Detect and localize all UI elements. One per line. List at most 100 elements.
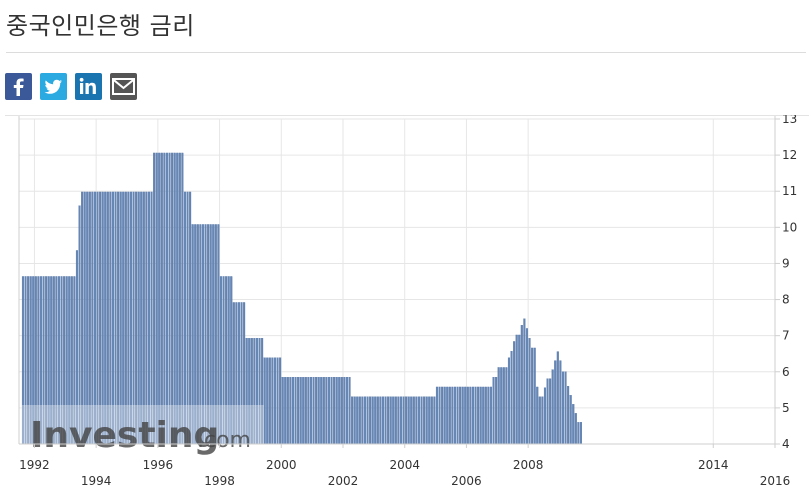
rate-bar (155, 152, 158, 445)
watermark-suffix: .com (197, 428, 251, 453)
x-tick-label: 2004 (389, 458, 420, 472)
rate-bar (569, 395, 572, 445)
rate-bar (327, 377, 331, 445)
y-tick-label: 13 (782, 115, 797, 126)
rate-bar (266, 357, 269, 445)
rate-bar (551, 369, 554, 445)
rate-bar (433, 396, 436, 445)
rate-bar (353, 396, 356, 445)
rate-bar (343, 377, 346, 445)
rate-bar (330, 377, 333, 445)
rate-bar (425, 396, 428, 445)
y-axis-ticks: 4 5 6 7 8 9 10 11 12 13 (775, 115, 797, 451)
chart-grid (19, 118, 776, 445)
rate-bar (430, 396, 433, 445)
rate-bar (286, 377, 289, 445)
rate-bar (461, 386, 464, 445)
rate-bar (309, 377, 313, 445)
linkedin-icon[interactable] (75, 73, 102, 100)
chart-bars (21, 152, 583, 445)
y-tick-label: 6 (782, 365, 790, 379)
rate-bar (410, 396, 413, 445)
y-tick-label: 7 (782, 329, 790, 343)
rate-bar (299, 377, 302, 445)
rate-bar (276, 357, 279, 445)
rate-bar (492, 377, 495, 445)
chart-axes (5, 115, 809, 445)
rate-bar (273, 357, 277, 445)
rate-bar (507, 357, 511, 445)
rate-bar (541, 396, 544, 445)
rate-bar (520, 325, 523, 445)
twitter-icon[interactable] (40, 73, 67, 100)
rate-bar (469, 386, 472, 445)
rate-bar (579, 422, 583, 445)
x-tick-label: 2014 (698, 458, 729, 472)
rate-bar (381, 396, 385, 445)
rate-bar (574, 413, 577, 445)
rate-bar (361, 396, 364, 445)
rate-bar (153, 152, 156, 445)
rate-bar (397, 396, 400, 445)
y-tick-label: 12 (782, 148, 797, 162)
rate-bar (374, 396, 377, 445)
title-divider (6, 52, 806, 53)
y-tick-label: 5 (782, 401, 790, 415)
rate-bar (556, 351, 559, 445)
rate-bar (482, 386, 485, 445)
rate-bar (459, 386, 462, 445)
rate-bar (456, 386, 459, 445)
x-tick-label: 2006 (451, 474, 482, 488)
rate-bar (163, 152, 166, 445)
rate-bar (297, 377, 300, 445)
rate-bar (479, 386, 482, 445)
rate-bar (446, 386, 449, 445)
rate-bar (376, 396, 379, 445)
rate-bar (474, 386, 477, 445)
rate-bar (302, 377, 305, 445)
x-tick-label: 1992 (19, 458, 50, 472)
rate-chart: Investing .com 4 5 6 7 8 9 10 11 12 13 1992 1996 20… (5, 115, 809, 488)
rate-bar (322, 377, 325, 445)
rate-bar (489, 386, 493, 445)
x-tick-label: 1998 (204, 474, 235, 488)
rate-bar (423, 396, 426, 445)
rate-bar (168, 152, 171, 445)
rate-bar (176, 152, 179, 445)
rate-bar (351, 396, 354, 445)
rate-bar (284, 377, 287, 445)
rate-bar (543, 387, 547, 445)
rate-bar (387, 396, 390, 445)
email-icon[interactable] (110, 73, 137, 100)
rate-bar (567, 386, 570, 445)
rate-bar (371, 396, 374, 445)
rate-bar (549, 378, 552, 445)
rate-bar (291, 377, 295, 445)
rate-bar (518, 334, 521, 445)
rate-bar (338, 377, 341, 445)
rate-bar (363, 396, 367, 445)
rate-bar (181, 152, 184, 445)
rate-bar (317, 377, 320, 445)
rate-bar (165, 152, 169, 445)
rate-bar (394, 396, 397, 445)
rate-bar (546, 378, 549, 445)
rate-bar (271, 357, 274, 445)
rate-bar (178, 152, 181, 445)
y-tick-label: 8 (782, 293, 790, 307)
facebook-icon[interactable] (5, 73, 32, 100)
rate-bar (554, 360, 557, 445)
rate-bar (369, 396, 372, 445)
rate-bar (510, 351, 513, 445)
rate-bar (453, 386, 457, 445)
rate-bar (438, 386, 441, 445)
rate-bar (533, 347, 536, 445)
rate-bar (515, 334, 518, 445)
rate-bar (451, 386, 454, 445)
rate-bar (405, 396, 408, 445)
rate-bar (171, 152, 174, 445)
rate-bar (304, 377, 307, 445)
rate-bar (160, 152, 163, 445)
rate-bar (502, 367, 505, 445)
rate-bar (497, 367, 500, 445)
